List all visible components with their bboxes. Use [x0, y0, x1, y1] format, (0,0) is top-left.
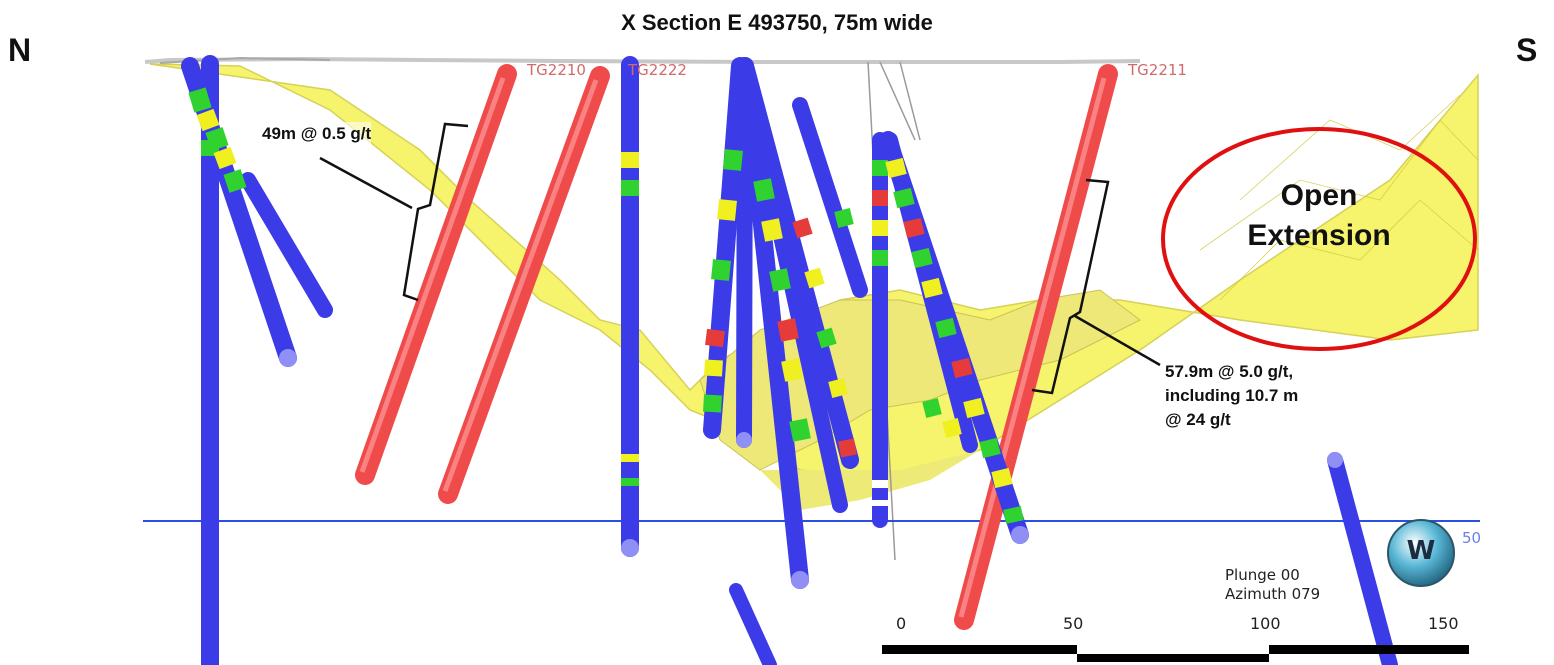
- assay-intervals: [188, 87, 1024, 524]
- scale-tick-50: 50: [1063, 614, 1084, 633]
- open-extension-line1: Open: [1280, 179, 1358, 212]
- software-logo: [1387, 519, 1455, 587]
- scale-tick-0: 0: [896, 614, 907, 633]
- planned-hole-3: [954, 64, 1118, 630]
- compass-north: N: [8, 32, 32, 68]
- hole-label-tg2222: TG2222: [628, 61, 687, 79]
- upper-intercept-label: 49m @ 0.5 g/t: [262, 122, 372, 146]
- intercept-brackets: [319, 122, 1161, 395]
- logo-letter: W: [1406, 536, 1436, 566]
- scale-tick-100: 100: [1250, 614, 1281, 633]
- drill-hole: [240, 172, 333, 318]
- upper-leader: [319, 156, 413, 210]
- hole-label-tg2210: TG2210: [527, 61, 586, 79]
- drill-hole: [792, 97, 868, 298]
- open-extension-label: Open Extension: [1199, 176, 1439, 256]
- compass-south: S: [1516, 32, 1538, 68]
- section-title: X Section E 493750, 75m wide: [621, 10, 933, 35]
- lower-bracket: [1031, 178, 1110, 395]
- lower-intercept-line2: including 10.7 m: [1165, 386, 1299, 405]
- lower-intercept-line1: 57.9m @ 5.0 g/t,: [1165, 362, 1294, 381]
- drill-hole: [729, 583, 777, 665]
- scale-bar: [882, 645, 1469, 662]
- planned-hole-1: [355, 64, 517, 485]
- open-extension-line2: Extension: [1247, 219, 1391, 252]
- lower-intercept-line3: @ 24 g/t: [1165, 410, 1231, 429]
- plunge-readout: Plunge 00: [1225, 566, 1300, 584]
- planned-hole-2: [438, 66, 610, 504]
- open-extension-circle: [1161, 127, 1477, 351]
- planned-holes: [355, 64, 1118, 630]
- drill-hole: [752, 132, 848, 513]
- lower-intercept-label: 57.9m @ 5.0 g/t, including 10.7 m @ 24 g…: [1165, 360, 1298, 432]
- scale-tick-150: 150: [1428, 614, 1459, 633]
- lower-leader: [1074, 314, 1161, 367]
- level-label: 50: [1462, 529, 1482, 547]
- hole-label-tg2211: TG2211: [1128, 61, 1187, 79]
- drill-hole: [1327, 452, 1398, 665]
- drill-hole: [736, 62, 753, 448]
- drill-hole: [736, 57, 809, 589]
- azimuth-readout: Azimuth 079: [1225, 585, 1321, 603]
- hole-ends: [279, 349, 1343, 589]
- upper-bracket: [402, 122, 469, 302]
